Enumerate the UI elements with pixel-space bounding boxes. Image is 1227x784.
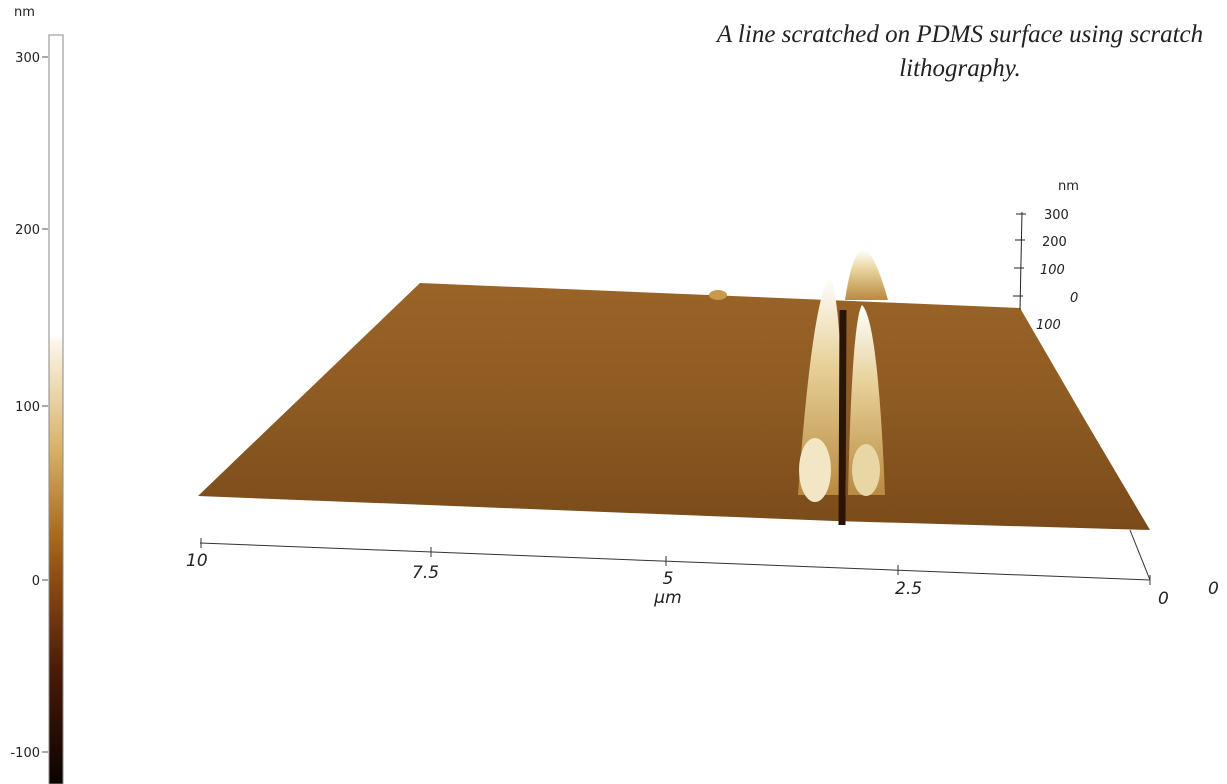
z-axis-unit: nm bbox=[1058, 179, 1079, 194]
x-axis bbox=[200, 530, 1150, 585]
x-tick-label: 7.5 bbox=[412, 563, 439, 583]
x-axis-unit: µm bbox=[653, 588, 681, 608]
z-tick-label: 200 bbox=[1042, 235, 1067, 250]
afm-figure: nm 300 200 100 0 -100 A line scratched o… bbox=[0, 0, 1227, 784]
z-tick-label: 100 bbox=[1040, 263, 1065, 278]
z-tick-label: 100 bbox=[1036, 318, 1061, 333]
x-tick-label: 0 bbox=[1158, 589, 1169, 609]
colorbar-ticks: 300 200 100 0 -100 bbox=[10, 51, 48, 761]
x-tick-label: 2.5 bbox=[895, 579, 922, 599]
caption-line: A line scratched on PDMS surface using s… bbox=[715, 21, 1203, 48]
colorbar-tick-label: -100 bbox=[10, 746, 40, 761]
z-tick-label: 300 bbox=[1044, 208, 1069, 223]
y-tick-label: 0 bbox=[1208, 579, 1219, 599]
colorbar-tick-label: 200 bbox=[15, 223, 40, 238]
x-tick-label: 5 bbox=[663, 569, 674, 589]
surface bbox=[198, 283, 1150, 530]
colorbar-tick-marks bbox=[42, 57, 48, 752]
colorbar-tick-label: 0 bbox=[32, 574, 40, 589]
colorbar-tick-label: 100 bbox=[15, 400, 40, 415]
x-tick-label: 10 bbox=[186, 551, 208, 571]
caption-line: lithography. bbox=[899, 55, 1021, 82]
colorbar-unit: nm bbox=[14, 5, 35, 20]
colorbar-tick-label: 300 bbox=[15, 51, 40, 66]
colorbar bbox=[49, 35, 63, 784]
z-axis bbox=[1013, 212, 1026, 310]
z-tick-label: 0 bbox=[1070, 291, 1078, 306]
